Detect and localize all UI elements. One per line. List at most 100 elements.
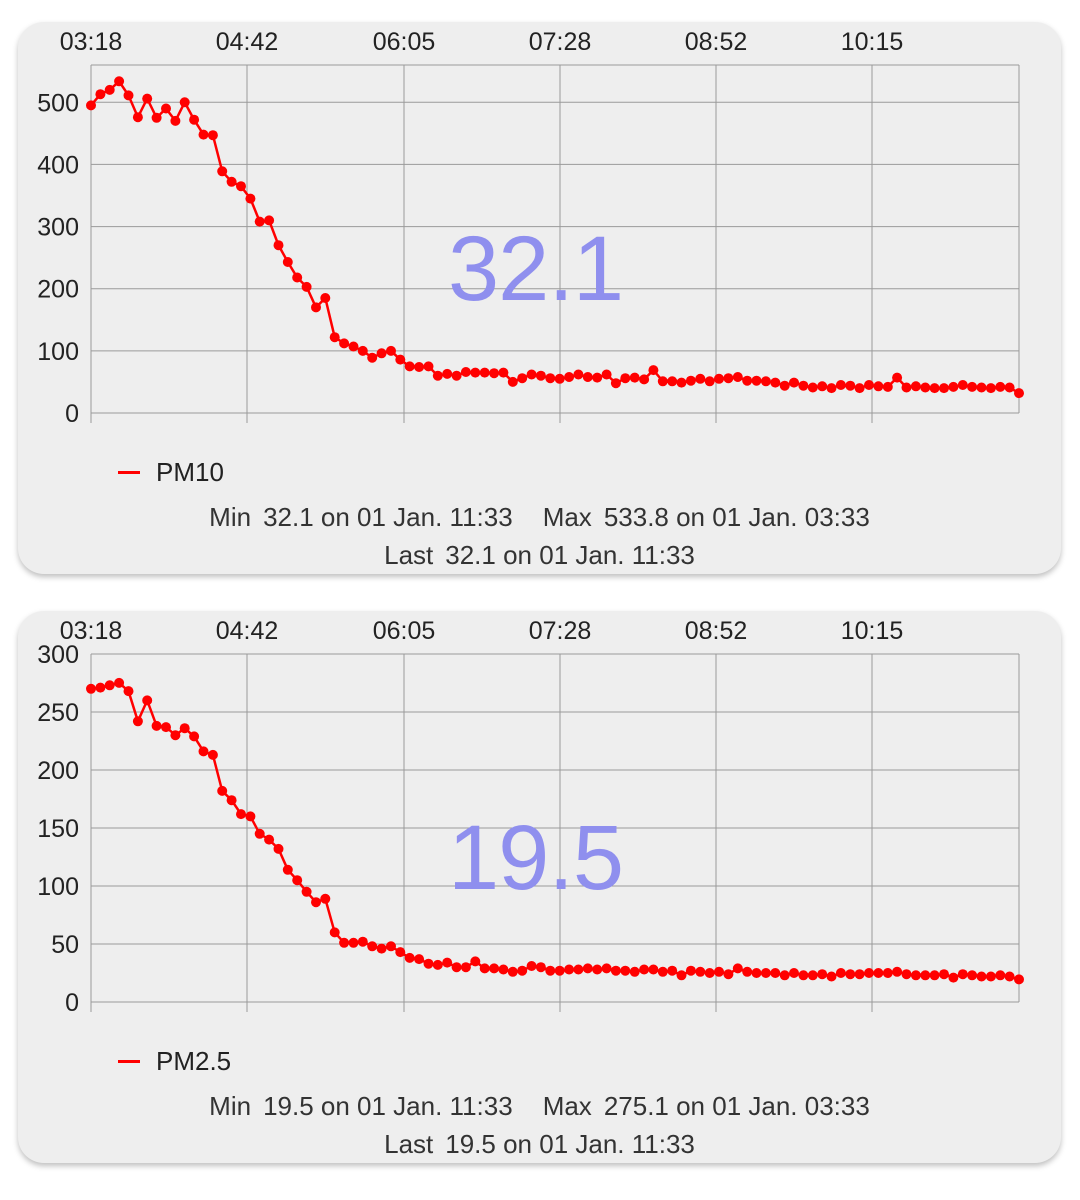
data-point bbox=[610, 378, 621, 389]
data-point bbox=[854, 969, 865, 980]
data-point bbox=[620, 965, 631, 976]
data-point bbox=[292, 272, 303, 283]
data-point bbox=[657, 376, 668, 387]
data-point bbox=[592, 964, 603, 975]
data-point bbox=[892, 966, 903, 977]
pm10-last-stats: Last 32.1 on 01 Jan. 11:33 bbox=[18, 540, 1061, 571]
data-point bbox=[170, 730, 181, 741]
data-point bbox=[789, 377, 799, 388]
data-point bbox=[339, 937, 350, 948]
data-point bbox=[610, 965, 621, 976]
min-value: 19.5 on 01 Jan. 11:33 bbox=[263, 1091, 513, 1121]
pm25-legend: PM2.5 bbox=[118, 1046, 231, 1077]
y-tick-label: 200 bbox=[37, 757, 79, 785]
data-point bbox=[957, 380, 968, 390]
data-point bbox=[151, 112, 162, 123]
data-point bbox=[760, 376, 771, 387]
data-point bbox=[498, 367, 509, 378]
data-point bbox=[873, 968, 884, 978]
data-point bbox=[132, 716, 143, 727]
data-point bbox=[873, 381, 884, 392]
data-point bbox=[86, 683, 96, 694]
data-point bbox=[423, 361, 434, 372]
data-point bbox=[892, 372, 903, 383]
data-point bbox=[404, 952, 415, 963]
data-point bbox=[601, 369, 612, 380]
data-point bbox=[967, 970, 978, 981]
y-tick-label: 100 bbox=[37, 873, 79, 901]
data-point bbox=[301, 886, 312, 897]
pm10-legend: PM10 bbox=[118, 457, 224, 488]
data-point bbox=[142, 695, 153, 706]
data-point bbox=[695, 373, 706, 384]
data-point bbox=[395, 947, 406, 958]
x-tick-label: 08:52 bbox=[685, 28, 748, 56]
data-point bbox=[226, 795, 237, 806]
data-point bbox=[948, 381, 959, 392]
data-point bbox=[779, 380, 790, 391]
data-point bbox=[714, 966, 724, 977]
data-point bbox=[132, 112, 143, 123]
x-tick-label: 08:52 bbox=[685, 617, 748, 645]
data-point bbox=[151, 720, 162, 731]
data-point bbox=[864, 968, 874, 978]
pm10-current-value: 32.1 bbox=[448, 218, 624, 320]
data-point bbox=[207, 749, 218, 760]
last-value: 19.5 on 01 Jan. 11:33 bbox=[445, 1129, 695, 1159]
data-point bbox=[648, 964, 659, 975]
data-point bbox=[179, 97, 190, 108]
y-tick-label: 150 bbox=[37, 815, 79, 843]
data-point bbox=[629, 372, 640, 383]
data-point bbox=[179, 723, 190, 734]
x-tick-label: 06:05 bbox=[373, 28, 436, 56]
data-point bbox=[1004, 382, 1015, 393]
data-point bbox=[639, 374, 650, 385]
min-label: Min bbox=[209, 502, 252, 532]
data-point bbox=[161, 103, 171, 114]
data-point bbox=[826, 383, 837, 394]
data-point bbox=[835, 968, 846, 978]
data-point bbox=[123, 90, 134, 101]
data-point bbox=[882, 381, 893, 392]
data-point bbox=[854, 383, 865, 394]
y-tick-label: 300 bbox=[37, 214, 79, 242]
y-tick-label: 0 bbox=[65, 400, 79, 428]
data-point bbox=[667, 376, 678, 387]
data-point bbox=[207, 130, 218, 141]
data-point bbox=[807, 970, 818, 981]
data-point bbox=[629, 966, 640, 977]
data-point bbox=[217, 785, 228, 796]
min-value: 32.1 on 01 Jan. 11:33 bbox=[263, 502, 513, 532]
data-point bbox=[564, 964, 575, 975]
data-point bbox=[273, 843, 284, 854]
data-point bbox=[920, 382, 931, 393]
data-point bbox=[995, 970, 1006, 981]
data-point bbox=[386, 345, 396, 356]
data-point bbox=[770, 968, 781, 978]
data-point bbox=[254, 828, 265, 839]
data-point bbox=[264, 215, 275, 226]
data-point bbox=[236, 181, 246, 192]
data-point bbox=[564, 372, 575, 382]
data-point bbox=[357, 345, 368, 356]
data-point bbox=[939, 969, 949, 980]
data-point bbox=[245, 193, 256, 204]
data-point bbox=[451, 962, 462, 973]
x-tick-label: 10:15 bbox=[841, 617, 904, 645]
data-point bbox=[723, 969, 734, 980]
y-tick-label: 250 bbox=[37, 699, 79, 727]
data-point bbox=[864, 380, 874, 390]
data-point bbox=[517, 965, 528, 976]
data-point bbox=[198, 746, 209, 757]
data-point bbox=[161, 722, 171, 733]
data-point bbox=[386, 941, 396, 952]
data-point bbox=[311, 302, 321, 313]
data-point bbox=[264, 834, 275, 845]
data-point bbox=[282, 257, 293, 267]
legend-swatch bbox=[118, 471, 140, 474]
data-point bbox=[901, 382, 912, 393]
y-tick-label: 200 bbox=[37, 276, 79, 304]
data-point bbox=[517, 373, 528, 384]
legend-swatch bbox=[118, 1060, 140, 1063]
data-point bbox=[807, 382, 818, 393]
